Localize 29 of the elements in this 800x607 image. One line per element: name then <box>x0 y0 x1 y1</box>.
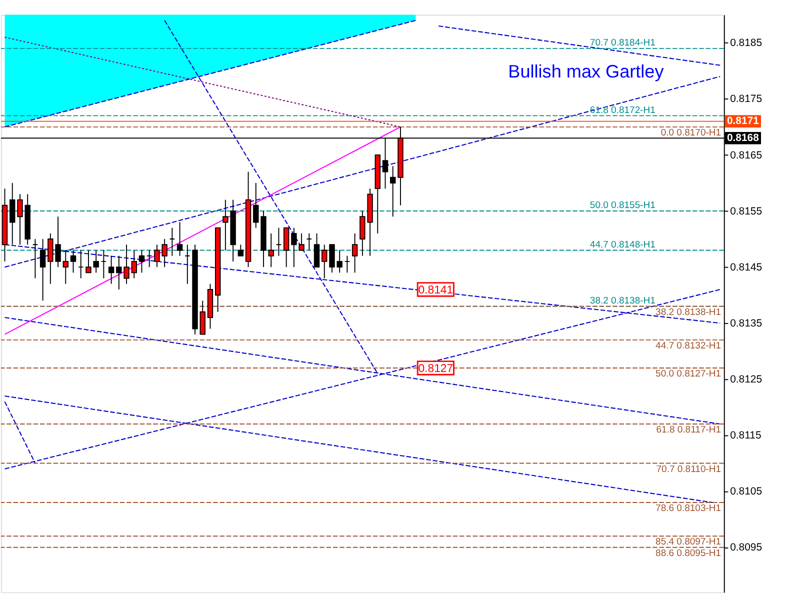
ref-line-label: 44.7 0.8132-H1 <box>656 340 722 352</box>
annotation: Bullish max Gartley <box>508 62 664 82</box>
annotation: 0.8141 <box>418 284 454 296</box>
ref-line-label: 88.6 0.8095-H1 <box>656 548 722 559</box>
y-tick-label: 0.8175 <box>730 94 762 106</box>
ref-line-label: 44.7 0.8148-H1 <box>590 239 656 250</box>
ref-line-label: 70.7 0.8110-H1 <box>656 464 722 475</box>
annotation: 0.8127 <box>418 362 454 375</box>
y-tick-label: 0.8095 <box>730 542 762 554</box>
y-tick-label: 0.8185 <box>730 38 762 50</box>
ref-line-label: 61.8 0.8117-H1 <box>656 424 722 436</box>
ref-line-label: 78.6 0.8103-H1 <box>656 503 722 514</box>
y-tick-label: 0.8145 <box>730 262 762 274</box>
y-tick-label: 0.8165 <box>730 150 762 162</box>
ref-line-label: 0.8171 <box>726 116 760 128</box>
y-tick-label: 0.8125 <box>730 374 762 386</box>
ref-line-label: 85.4 0.8097-H1 <box>656 536 722 548</box>
y-tick-label: 0.8155 <box>730 206 762 218</box>
ref-line-label: 61.8 0.8172-H1 <box>590 104 656 116</box>
ref-line-label: 70.7 0.8184-H1 <box>590 38 656 49</box>
y-tick-label: 0.8115 <box>730 430 762 442</box>
ref-line-label: 0.0 0.8170-H1 <box>660 127 722 138</box>
y-tick-label: 0.8135 <box>730 318 762 330</box>
ref-line-label: 0.8168 <box>726 132 760 144</box>
ref-line-label: 38.2 0.8138-H1 <box>656 306 722 318</box>
ref-line-label: 50.0 0.8155-H1 <box>590 200 656 212</box>
ref-line-label: 38.2 0.8138-H1 <box>590 295 656 306</box>
ref-line-label: 50.0 0.8127-H1 <box>656 368 722 380</box>
y-tick-label: 0.8105 <box>730 486 762 498</box>
